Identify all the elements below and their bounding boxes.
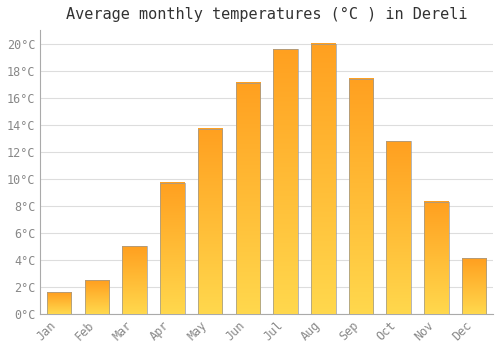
Bar bbox=[424, 202, 448, 314]
Bar bbox=[386, 141, 411, 314]
Bar bbox=[160, 183, 184, 314]
Title: Average monthly temperatures (°C ) in Dereli: Average monthly temperatures (°C ) in De… bbox=[66, 7, 468, 22]
Bar bbox=[160, 183, 184, 314]
Bar bbox=[311, 44, 336, 314]
Bar bbox=[236, 83, 260, 314]
Bar bbox=[84, 280, 109, 314]
Bar bbox=[236, 83, 260, 314]
Bar bbox=[47, 292, 72, 314]
Bar bbox=[274, 49, 298, 314]
Bar bbox=[274, 49, 298, 314]
Bar bbox=[386, 141, 411, 314]
Bar bbox=[198, 129, 222, 314]
Bar bbox=[122, 246, 147, 314]
Bar bbox=[462, 259, 486, 314]
Bar bbox=[311, 44, 336, 314]
Bar bbox=[198, 129, 222, 314]
Bar bbox=[348, 79, 374, 314]
Bar bbox=[424, 202, 448, 314]
Bar bbox=[348, 79, 374, 314]
Bar bbox=[84, 280, 109, 314]
Bar bbox=[47, 292, 72, 314]
Bar bbox=[462, 259, 486, 314]
Bar bbox=[122, 246, 147, 314]
